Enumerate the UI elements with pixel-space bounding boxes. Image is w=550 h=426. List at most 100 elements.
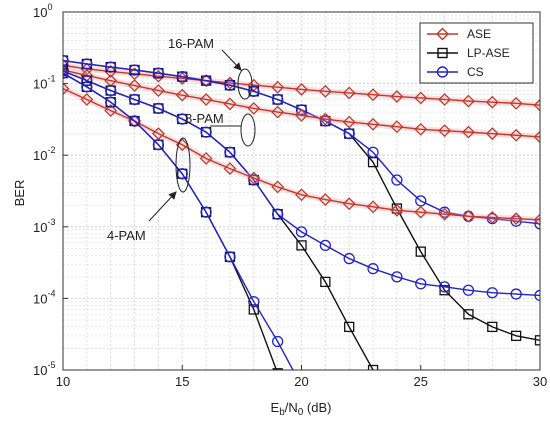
data-point-circle: [534, 218, 540, 230]
y-tick-label: 100: [33, 2, 52, 20]
data-point-circle: [248, 85, 260, 97]
data-point-square: [510, 330, 522, 341]
data-point-circle: [81, 81, 93, 93]
legend-marker-lp-ase: [437, 47, 448, 59]
series-layer: [63, 54, 540, 370]
annotation-ellipse-4pam: [175, 137, 191, 193]
data-point-diamond: [318, 193, 332, 206]
series-line: [63, 88, 540, 221]
annotations: 16-PAM 8-PAM 4-PAM: [107, 36, 256, 243]
data-point-diamond: [247, 102, 261, 115]
series-line: [63, 64, 540, 106]
x-axis-label: Eb/N0 (dB): [271, 400, 332, 418]
annotation-ellipse-8pam: [240, 113, 256, 147]
data-point-diamond: [223, 97, 237, 111]
data-point-circle: [391, 174, 403, 186]
data-point-circle: [486, 287, 498, 299]
data-point-diamond: [318, 84, 332, 98]
data-point-diamond: [199, 93, 213, 106]
data-point-diamond: [533, 213, 540, 227]
y-tick-label: 10-1: [33, 74, 55, 92]
x-tick-label: 25: [414, 374, 428, 389]
data-point-diamond: [342, 115, 356, 129]
data-point-diamond: [462, 94, 475, 108]
data-point-diamond: [342, 197, 356, 211]
series-4-pam-cs: [63, 67, 294, 370]
x-tick-label: 20: [294, 374, 308, 389]
data-point-square: [534, 335, 540, 346]
data-point-circle: [319, 239, 332, 252]
data-point-circle: [81, 58, 93, 70]
data-point-diamond: [175, 88, 189, 102]
data-point-diamond: [390, 203, 404, 217]
data-point-circle: [152, 67, 165, 79]
data-point-diamond: [390, 90, 404, 103]
data-point-diamond: [271, 105, 285, 119]
data-point-diamond: [509, 128, 523, 142]
data-point-diamond: [462, 209, 475, 223]
data-point-diamond: [366, 117, 380, 131]
data-point-square: [296, 240, 307, 251]
data-point-circle: [391, 271, 403, 283]
legend-label-ase: ASE: [467, 27, 491, 41]
data-point-circle: [105, 61, 117, 73]
annotation-label-16pam: 16-PAM: [168, 36, 214, 51]
y-tick-label: 10-5: [33, 360, 55, 378]
data-point-circle: [271, 335, 284, 348]
data-point-diamond: [509, 212, 523, 226]
data-point-circle: [367, 263, 379, 275]
legend-marker-cs: [436, 66, 449, 78]
y-tick-label: 10-3: [33, 217, 55, 235]
y-tick-label: 10-4: [33, 288, 55, 306]
legend-label-lp-ase: LP-ASE: [467, 46, 510, 60]
data-point-circle: [510, 288, 522, 300]
data-point-circle: [415, 278, 427, 290]
data-point-diamond: [438, 207, 452, 221]
data-point-square: [487, 321, 498, 333]
data-point-square: [344, 321, 355, 333]
data-point-diamond: [509, 96, 523, 110]
legend-item-lp-ase: LP-ASE: [427, 46, 510, 60]
data-point-circle: [152, 139, 165, 151]
data-point-diamond: [295, 188, 308, 202]
data-point-diamond: [414, 122, 428, 136]
legend-marker-ase: [436, 27, 449, 41]
data-point-diamond: [247, 171, 261, 185]
data-point-circle: [534, 289, 540, 302]
annotation-ellipse-16pam: [237, 68, 253, 100]
series-8-pam-cs: [63, 65, 540, 302]
data-point-circle: [224, 251, 236, 263]
data-point-circle: [224, 79, 236, 91]
data-point-circle: [248, 296, 260, 308]
data-point-circle: [105, 84, 117, 97]
data-point-diamond: [223, 162, 237, 176]
data-point-circle: [128, 115, 141, 127]
x-tick-label: 15: [175, 374, 189, 389]
data-point-diamond: [366, 88, 380, 102]
annotation-arrow-16pam: [221, 49, 242, 71]
data-point-diamond: [462, 125, 475, 139]
x-label-main: E: [271, 400, 280, 415]
series-line: [63, 69, 540, 138]
x-label-tail: (dB): [303, 400, 331, 415]
legend-item-cs: CS: [427, 65, 484, 79]
data-point-circle: [343, 252, 355, 265]
data-point-diamond: [438, 93, 452, 106]
data-point-circle: [510, 215, 522, 227]
data-point-circle: [438, 206, 451, 218]
data-point-circle: [295, 226, 308, 238]
data-point-diamond: [318, 112, 332, 126]
data-point-circle: [271, 208, 284, 220]
data-point-square: [320, 276, 331, 288]
data-point-diamond: [271, 80, 285, 94]
series-4-pam-ase: [63, 82, 540, 227]
data-point-circle: [319, 115, 332, 127]
data-point-diamond: [414, 205, 428, 219]
data-point-circle: [176, 113, 188, 125]
data-point-circle: [462, 284, 475, 296]
data-point-circle: [63, 67, 69, 79]
legend-label-cs: CS: [467, 65, 484, 79]
data-point-square: [463, 309, 474, 320]
axis-ticks: 10 15 20 25 30 100 10-1 10-2 10-3 10-4 10-5: [33, 2, 547, 389]
